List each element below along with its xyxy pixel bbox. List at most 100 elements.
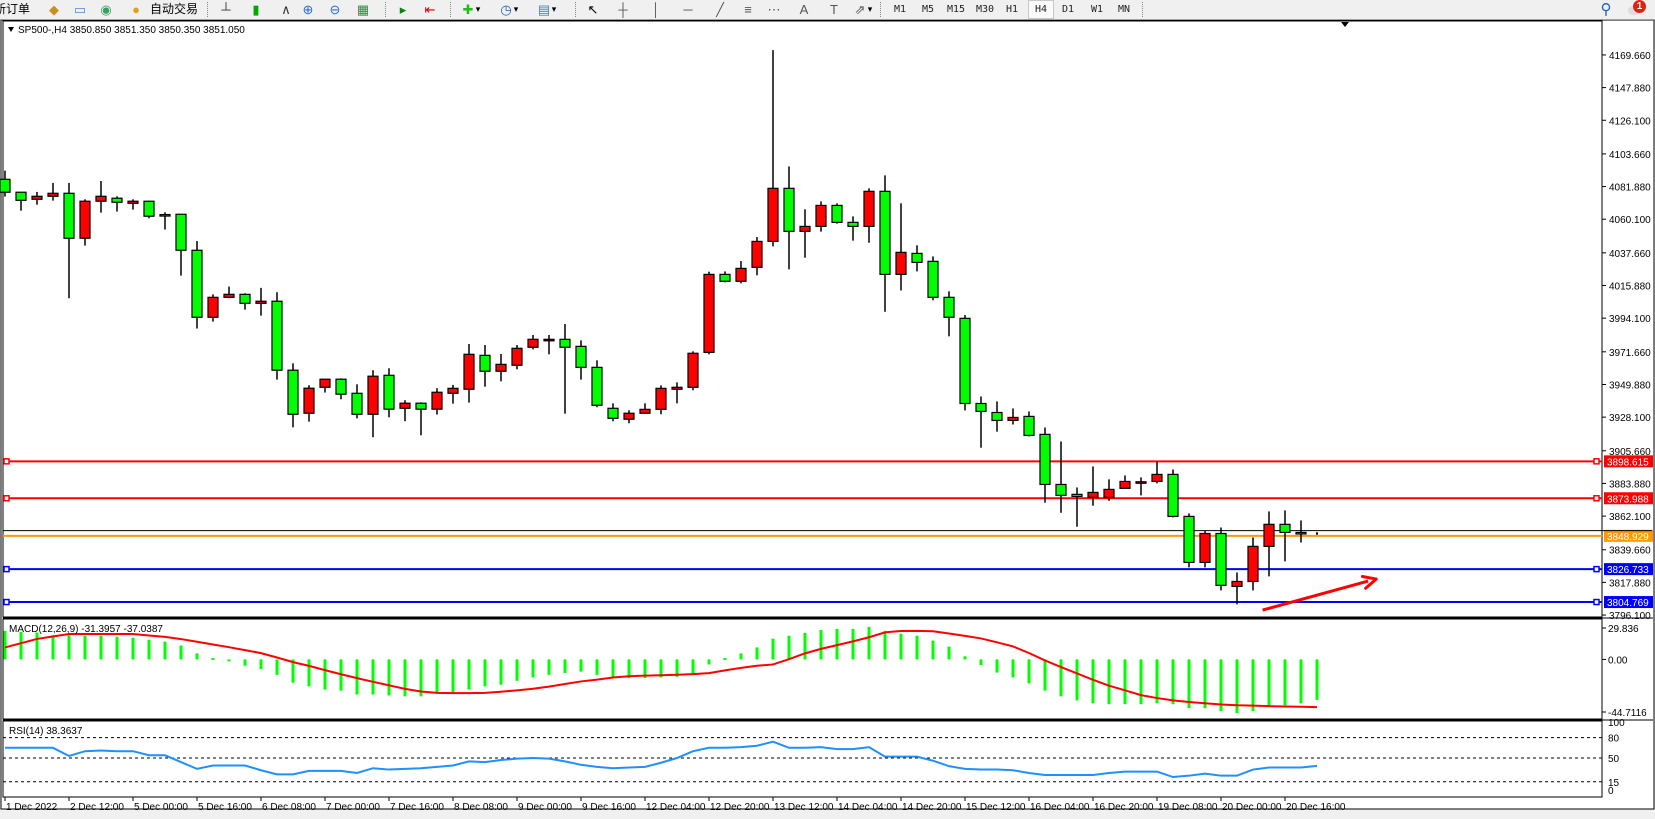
level-handle[interactable]: [1593, 458, 1600, 465]
autoscroll-icon[interactable]: ▸: [399, 2, 407, 17]
candle[interactable]: [351, 384, 363, 419]
dropdown-arrow-icon[interactable]: ▾: [513, 4, 519, 14]
candle[interactable]: [1316, 532, 1318, 535]
candle[interactable]: [47, 182, 59, 201]
candle[interactable]: [191, 240, 203, 329]
candle[interactable]: [479, 345, 491, 387]
candle[interactable]: [95, 180, 107, 213]
candle[interactable]: [495, 354, 507, 382]
timeframe-mn[interactable]: MN: [1117, 4, 1131, 15]
cursor-icon[interactable]: ↖: [587, 2, 599, 17]
main-panel[interactable]: [2, 20, 1603, 618]
candle[interactable]: [703, 271, 715, 355]
candle[interactable]: [319, 378, 331, 393]
notifications-icon[interactable]: 1: [1628, 0, 1646, 17]
timeframe-m5[interactable]: M5: [921, 4, 935, 15]
tile-windows-icon[interactable]: ▦: [356, 2, 370, 17]
candle[interactable]: [815, 201, 827, 232]
chart-shift-marker[interactable]: [1341, 22, 1349, 27]
candle[interactable]: [463, 343, 475, 403]
candle[interactable]: [79, 199, 91, 246]
candle[interactable]: [1215, 527, 1227, 591]
candle[interactable]: [879, 175, 891, 312]
candlestick-icon[interactable]: ▮: [252, 2, 260, 17]
candle[interactable]: [559, 324, 571, 414]
collapse-triangle-icon[interactable]: [8, 27, 14, 32]
candle[interactable]: [367, 370, 379, 438]
candle[interactable]: [671, 382, 683, 404]
trendline-icon[interactable]: ╱: [716, 2, 724, 17]
candle[interactable]: [175, 213, 187, 276]
candle[interactable]: [207, 294, 219, 322]
candle[interactable]: [239, 293, 251, 310]
rsi-panel[interactable]: [2, 720, 1603, 798]
candle[interactable]: [607, 403, 619, 422]
candle[interactable]: [447, 384, 459, 404]
bar-chart-icon[interactable]: ┴: [221, 2, 231, 17]
candle[interactable]: [751, 237, 763, 276]
candle[interactable]: [1023, 411, 1035, 437]
level-handle[interactable]: [1593, 495, 1600, 502]
level-handle[interactable]: [1593, 565, 1600, 573]
autotrading-button[interactable]: 自动交易: [150, 2, 199, 16]
candle[interactable]: [687, 351, 699, 391]
candle[interactable]: [927, 256, 939, 301]
dropdown-arrow-icon[interactable]: ▾: [475, 4, 481, 14]
candle[interactable]: [831, 203, 843, 224]
candle[interactable]: [847, 216, 859, 241]
candle[interactable]: [591, 360, 603, 408]
new-order-button[interactable]: 新订单: [0, 2, 31, 16]
candle[interactable]: [127, 199, 139, 210]
candle[interactable]: [1055, 441, 1067, 513]
candle[interactable]: [767, 50, 779, 247]
candle[interactable]: [527, 334, 539, 350]
level-handle[interactable]: [3, 598, 10, 606]
level-handle[interactable]: [3, 495, 10, 502]
macd-panel[interactable]: [2, 618, 1603, 720]
candle[interactable]: [655, 385, 667, 415]
candle[interactable]: [991, 401, 1003, 432]
candle[interactable]: [1183, 513, 1195, 568]
candle[interactable]: [1119, 475, 1131, 489]
navigator-icon[interactable]: ▭: [73, 2, 87, 17]
candle[interactable]: [735, 261, 747, 284]
candle[interactable]: [63, 182, 75, 299]
autotrading-icon[interactable]: ●: [132, 2, 140, 17]
candle[interactable]: [1071, 487, 1083, 527]
candle[interactable]: [271, 292, 283, 380]
candle[interactable]: [31, 191, 43, 205]
candle[interactable]: [783, 166, 795, 270]
candle[interactable]: [111, 196, 123, 212]
text-icon[interactable]: A: [799, 2, 809, 17]
candle[interactable]: [335, 378, 347, 400]
fibonacci-icon[interactable]: ⋯: [767, 2, 781, 17]
chart-window[interactable]: SP500-,H4 3850.850 3851.350 3850.350 385…: [0, 20, 1655, 819]
zoom-in-icon[interactable]: ⊕: [302, 2, 314, 17]
timeframe-m1[interactable]: M1: [893, 4, 907, 15]
candle[interactable]: [543, 334, 555, 355]
candle[interactable]: [1295, 520, 1307, 543]
candle[interactable]: [1039, 427, 1051, 503]
signals-icon[interactable]: ◉: [100, 2, 112, 17]
candle[interactable]: [1279, 510, 1291, 562]
candle[interactable]: [575, 340, 587, 380]
candle[interactable]: [1087, 466, 1099, 506]
candle[interactable]: [1247, 537, 1259, 591]
candle[interactable]: [383, 368, 395, 418]
candle[interactable]: [15, 191, 27, 211]
equidistant-channel-icon[interactable]: ≡: [744, 2, 752, 17]
candle[interactable]: [223, 286, 235, 299]
candle[interactable]: [303, 385, 315, 422]
candle[interactable]: [1151, 461, 1163, 484]
crosshair-icon[interactable]: ┼: [618, 2, 628, 17]
text-label-icon[interactable]: T: [830, 2, 838, 17]
candle[interactable]: [431, 388, 443, 415]
candle[interactable]: [1007, 408, 1019, 425]
indicators-icon[interactable]: ✚: [462, 2, 474, 17]
candle[interactable]: [639, 403, 651, 414]
candle[interactable]: [1199, 530, 1211, 568]
search-icon[interactable]: ⚲: [1600, 1, 1612, 18]
market-watch-icon[interactable]: ◆: [49, 2, 59, 17]
candle[interactable]: [255, 287, 267, 316]
candle[interactable]: [1135, 477, 1147, 496]
